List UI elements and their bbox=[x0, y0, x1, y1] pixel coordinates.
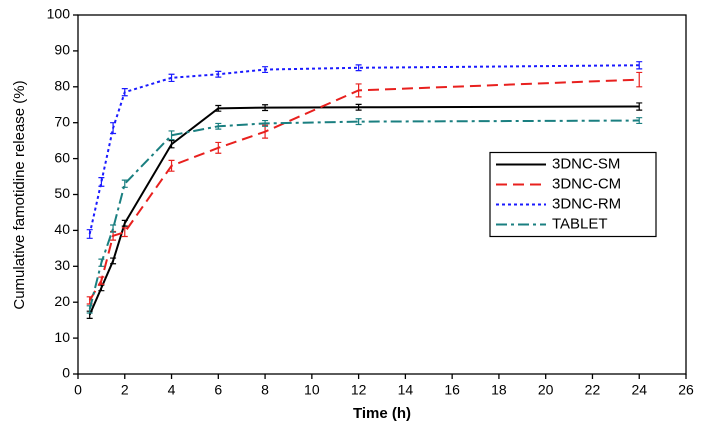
error-bar bbox=[215, 122, 222, 130]
error-bar bbox=[262, 119, 269, 127]
legend-label: 3DNC-SM bbox=[552, 155, 620, 172]
legend: 3DNC-SM 3DNC-CM 3DNC-RM TABLET bbox=[489, 151, 657, 238]
error-bar bbox=[215, 70, 222, 78]
x-axis-label: Time (h) bbox=[353, 405, 411, 422]
error-bar bbox=[110, 224, 117, 233]
error-bar bbox=[215, 141, 222, 154]
error-bar bbox=[110, 257, 117, 265]
error-bar bbox=[262, 104, 269, 112]
error-bar bbox=[86, 305, 93, 314]
error-bar bbox=[98, 177, 105, 187]
x-tick-label: 4 bbox=[168, 382, 176, 398]
error-bar bbox=[262, 66, 269, 74]
error-bar bbox=[110, 122, 117, 135]
x-tick-label: 12 bbox=[351, 382, 367, 398]
error-bar bbox=[355, 64, 362, 72]
legend-label: 3DNC-RM bbox=[552, 195, 621, 212]
y-tick-label: 20 bbox=[54, 293, 70, 309]
x-tick-label: 6 bbox=[214, 382, 222, 398]
x-tick-label: 22 bbox=[585, 382, 601, 398]
error-bar bbox=[355, 103, 362, 111]
x-tick-label: 18 bbox=[491, 382, 507, 398]
error-bar bbox=[168, 73, 175, 83]
x-tick-label: 26 bbox=[678, 382, 694, 398]
y-tick-label: 70 bbox=[54, 113, 70, 129]
x-tick-label: 10 bbox=[304, 382, 320, 398]
y-tick-label: 40 bbox=[54, 221, 70, 237]
x-tick-label: 14 bbox=[398, 382, 414, 398]
error-bar bbox=[121, 227, 128, 238]
error-bar bbox=[168, 159, 175, 172]
error-bar bbox=[636, 61, 643, 70]
legend-label: 3DNC-CM bbox=[552, 175, 621, 192]
error-bar bbox=[121, 87, 128, 97]
y-tick-label: 50 bbox=[54, 185, 70, 201]
error-bar bbox=[215, 104, 222, 112]
y-tick-label: 10 bbox=[54, 329, 70, 345]
error-bar bbox=[121, 219, 128, 227]
x-tick-label: 20 bbox=[538, 382, 554, 398]
x-tick-label: 2 bbox=[121, 382, 129, 398]
error-bar bbox=[355, 118, 362, 126]
error-bar bbox=[98, 276, 105, 285]
y-axis-label: Cumulative famotidine release (%) bbox=[11, 80, 28, 309]
y-tick-label: 90 bbox=[54, 42, 70, 58]
series-line bbox=[88, 119, 640, 310]
error-bar bbox=[636, 117, 643, 125]
error-bar bbox=[168, 140, 175, 149]
x-tick-label: 8 bbox=[261, 382, 269, 398]
y-tick-label: 100 bbox=[47, 6, 71, 22]
error-bar bbox=[636, 71, 643, 88]
error-bar bbox=[86, 229, 93, 239]
x-tick-label: 24 bbox=[631, 382, 647, 398]
y-tick-label: 80 bbox=[54, 78, 70, 94]
y-tick-label: 30 bbox=[54, 257, 70, 273]
legend-label: TABLET bbox=[552, 215, 608, 232]
error-bar bbox=[121, 179, 128, 188]
error-bar bbox=[636, 102, 643, 111]
x-tick-label: 0 bbox=[74, 382, 82, 398]
y-tick-label: 60 bbox=[54, 149, 70, 165]
error-bar bbox=[168, 130, 175, 141]
legend-box bbox=[489, 151, 657, 238]
error-bar bbox=[98, 258, 105, 267]
x-tick-label: 16 bbox=[444, 382, 460, 398]
y-tick-label: 0 bbox=[62, 365, 70, 381]
error-bar bbox=[355, 83, 362, 98]
